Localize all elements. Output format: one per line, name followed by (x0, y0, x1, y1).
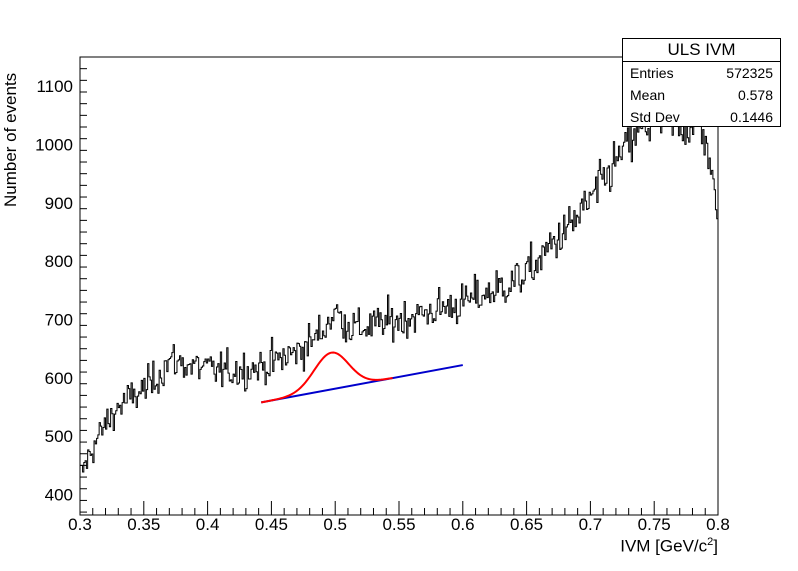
y-tick-label: 900 (45, 194, 73, 213)
y-tick-label: 1000 (35, 136, 73, 155)
x-axis-label-text: IVM [GeV/c (620, 536, 708, 556)
stats-mean-value: 0.578 (737, 87, 773, 103)
x-axis-label-superscript: 2 (707, 536, 714, 548)
x-tick-label: 0.5 (323, 515, 347, 534)
x-tick-label: 0.3 (68, 515, 92, 534)
y-tick-label: 1100 (36, 77, 73, 96)
background-fit-line (261, 364, 463, 404)
x-tick-label: 0.65 (510, 515, 543, 534)
y-axis: 400 500 600 700 800 900 1000 1100 (35, 56, 87, 513)
x-tick-label: 0.35 (127, 515, 160, 534)
stats-row-entries: Entries 572325 (623, 62, 780, 84)
y-tick-label: 500 (45, 427, 73, 446)
x-axis: 0.3 0.35 0.4 0.45 0.5 0.55 0.6 0.65 0.7 0.75 0.8 (68, 501, 730, 534)
x-tick-label: 0.75 (638, 515, 671, 534)
stats-row-mean: Mean 0.578 (623, 84, 780, 106)
y-tick-label: 700 (45, 311, 73, 330)
x-tick-label: 0.7 (579, 515, 603, 534)
x-tick-label: 0.45 (255, 515, 288, 534)
stats-stddev-label: Std Dev (630, 109, 680, 125)
x-tick-label: 0.6 (451, 515, 475, 534)
stats-box: ULS IVM Entries 572325 Mean 0.578 Std De… (622, 38, 781, 127)
x-tick-label: 0.55 (382, 515, 415, 534)
stats-entries-value: 572325 (726, 65, 773, 81)
stats-title: ULS IVM (623, 39, 780, 62)
stats-row-stddev: Std Dev 0.1446 (623, 106, 780, 128)
y-tick-label: 800 (45, 252, 73, 271)
x-tick-label: 0.8 (706, 515, 730, 534)
stats-stddev-value: 0.1446 (730, 109, 773, 125)
x-axis-label-end: ] (713, 536, 718, 556)
x-tick-label: 0.4 (196, 515, 220, 534)
signal-fit-curve (261, 351, 393, 404)
stats-entries-label: Entries (630, 65, 674, 81)
y-tick-label: 600 (45, 369, 73, 388)
stats-mean-label: Mean (630, 87, 666, 103)
x-axis-label: IVM [GeV/c2] (620, 536, 718, 557)
histogram-series (80, 97, 718, 473)
y-axis-label: Number of events (1, 72, 20, 207)
y-tick-label: 400 (45, 486, 73, 505)
